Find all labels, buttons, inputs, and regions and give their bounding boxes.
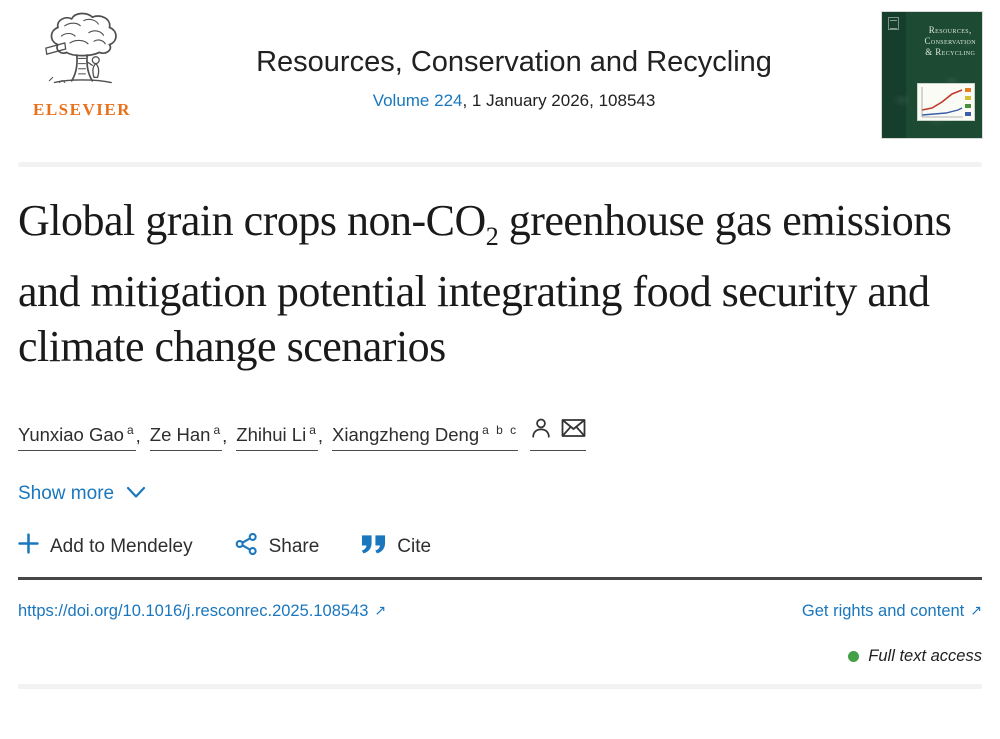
get-rights-link[interactable]: Get rights and content ↗ <box>801 601 982 620</box>
section-divider <box>18 576 982 580</box>
journal-cover-thumbnail[interactable]: Resources, Conservation & Recycling RCR <box>882 12 982 138</box>
author-link[interactable]: Ze Han a <box>149 423 223 451</box>
volume-link[interactable]: Volume 224 <box>372 91 463 110</box>
issue-info: , 1 January 2026, 108543 <box>462 91 656 110</box>
doi-link[interactable]: https://doi.org/10.1016/j.resconrec.2025… <box>18 601 387 620</box>
elsevier-tree-icon <box>39 12 125 98</box>
journal-title-link[interactable]: Resources, Conservation and Recycling <box>256 46 772 78</box>
journal-heading: Resources, Conservation and Recycling Vo… <box>146 12 882 111</box>
journal-banner: ELSEVIER Resources, Conservation and Rec… <box>18 0 982 162</box>
author-link[interactable]: Zhihui Li a <box>236 423 318 451</box>
article-title: Global grain crops non-CO2 greenhouse ga… <box>18 196 952 371</box>
cite-button[interactable]: Cite <box>361 534 431 560</box>
access-green-dot-icon <box>848 650 860 662</box>
share-button[interactable]: Share <box>235 532 319 561</box>
external-link-icon: ↗ <box>374 603 387 620</box>
elsevier-logo[interactable]: ELSEVIER <box>18 12 146 120</box>
cover-chart-figure <box>917 83 975 121</box>
access-label: Full text access <box>868 646 982 665</box>
show-more-label: Show more <box>18 482 115 504</box>
bottom-divider <box>18 683 982 689</box>
author-link[interactable]: Xiangzheng Deng a b c <box>332 423 519 451</box>
volume-issue-line: Volume 224, 1 January 2026, 108543 <box>146 91 882 111</box>
elsevier-wordmark: ELSEVIER <box>33 100 131 119</box>
plus-icon <box>18 533 39 560</box>
action-bar: Add to Mendeley Share Cite <box>18 532 982 561</box>
chevron-down-icon <box>126 483 146 505</box>
article-header-page: ELSEVIER Resources, Conservation and Rec… <box>18 0 982 689</box>
share-icon <box>235 532 258 561</box>
top-divider <box>18 162 982 167</box>
access-status: Full text access <box>18 647 982 666</box>
co2-subscript: 2 <box>485 221 499 251</box>
corresponding-author-icons[interactable] <box>530 416 587 451</box>
cover-journal-title: Resources, Conservation & Recycling <box>924 25 976 57</box>
cover-elsevier-mark-icon <box>888 17 899 30</box>
doi-rights-row: https://doi.org/10.1016/j.resconrec.2025… <box>18 602 982 621</box>
external-link-icon: ↗ <box>970 603 982 620</box>
add-to-mendeley-button[interactable]: Add to Mendeley <box>18 533 193 560</box>
show-more-button[interactable]: Show more <box>18 483 146 505</box>
author-list: Yunxiao Gao a, Ze Han a, Zhihui Li a, Xiang… <box>18 416 982 451</box>
email-envelope-icon[interactable] <box>561 418 586 443</box>
author-link[interactable]: Yunxiao Gao a <box>18 423 136 451</box>
cite-quote-icon <box>361 534 386 560</box>
author-profile-icon[interactable] <box>530 416 552 445</box>
